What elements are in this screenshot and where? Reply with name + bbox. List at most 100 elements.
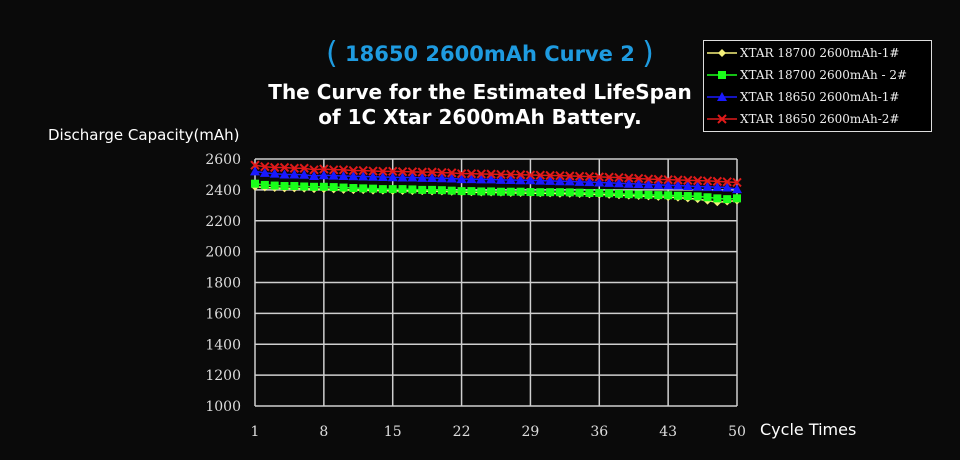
- data-point: [319, 182, 328, 191]
- data-point: [555, 170, 565, 181]
- data-point: [407, 167, 418, 177]
- data-point: [477, 187, 486, 196]
- data-point: [259, 167, 270, 177]
- data-point: [338, 165, 349, 175]
- legend-label: XTAR 18650 2600mAh-2#: [740, 111, 900, 126]
- data-point: [536, 188, 545, 197]
- y-tick-label: 2000: [205, 245, 241, 261]
- data-point: [545, 170, 555, 181]
- data-point: [506, 169, 516, 180]
- title-line-2: of 1C Xtar 2600mAh Battery.: [318, 105, 642, 129]
- y-tick-label: 2200: [205, 214, 241, 230]
- title-line-1: The Curve for the Estimated LifeSpan: [268, 80, 692, 104]
- legend-item: XTAR 18700 2600mAh - 2#: [704, 64, 931, 85]
- series-line: [254, 164, 738, 184]
- data-point: [653, 174, 664, 185]
- data-point: [653, 179, 664, 189]
- data-point: [378, 185, 387, 194]
- data-point: [348, 165, 359, 176]
- data-point: [476, 174, 487, 184]
- legend-item: XTAR 18650 2600mAh-1#: [704, 86, 931, 107]
- x-tick-label: 15: [384, 424, 402, 440]
- data-point: [349, 184, 358, 193]
- series-2: [251, 179, 741, 204]
- data-point: [397, 172, 408, 182]
- data-point: [447, 168, 457, 178]
- data-point: [348, 171, 359, 181]
- data-point: [388, 166, 398, 177]
- data-point: [486, 174, 497, 184]
- data-point: [329, 183, 338, 192]
- x-tick-label: 43: [659, 424, 677, 440]
- legend-marker: [717, 91, 727, 101]
- data-point: [733, 194, 741, 203]
- chart-title: The Curve for the Estimated LifeSpan of …: [240, 80, 720, 130]
- data-point: [407, 172, 418, 182]
- data-point: [535, 175, 546, 185]
- data-point: [683, 175, 693, 186]
- data-point: [703, 193, 712, 202]
- data-point: [702, 181, 713, 191]
- data-point: [428, 185, 437, 194]
- data-point: [387, 172, 398, 182]
- data-point: [585, 188, 594, 197]
- data-point: [486, 169, 496, 179]
- data-point: [289, 163, 300, 173]
- data-point: [250, 166, 260, 176]
- legend-label: XTAR 18650 2600mAh-1#: [740, 89, 900, 104]
- data-point: [732, 177, 742, 188]
- data-point: [672, 180, 683, 190]
- series-4: [250, 160, 742, 188]
- data-point: [692, 175, 703, 186]
- data-point: [417, 167, 427, 177]
- data-point: [663, 180, 674, 190]
- data-point: [673, 175, 683, 185]
- data-point: [466, 174, 477, 184]
- data-point: [378, 166, 388, 177]
- subtitle-text: 18650 2600mAh Curve 2: [345, 42, 635, 66]
- data-point: [516, 187, 525, 196]
- data-point: [260, 162, 270, 172]
- legend-label: XTAR 18700 2600mAh - 2#: [740, 67, 908, 82]
- legend-item: XTAR 18650 2600mAh-2#: [704, 108, 931, 129]
- data-point: [663, 174, 673, 185]
- data-point: [358, 171, 369, 181]
- data-point: [299, 169, 310, 179]
- data-point: [496, 169, 506, 180]
- data-point: [643, 179, 654, 189]
- data-point: [722, 177, 732, 187]
- data-point: [251, 179, 259, 188]
- y-tick-label: 1000: [205, 399, 241, 415]
- data-point: [289, 169, 300, 179]
- data-point: [506, 187, 515, 196]
- data-point: [515, 175, 526, 185]
- data-point: [525, 175, 536, 185]
- data-point: [496, 187, 505, 196]
- data-point: [634, 190, 643, 199]
- data-point: [467, 187, 476, 196]
- data-point: [408, 185, 417, 194]
- data-point: [624, 190, 633, 199]
- data-point: [595, 188, 604, 197]
- legend-marker: [717, 113, 727, 124]
- data-point: [388, 185, 397, 194]
- data-point: [418, 185, 427, 194]
- legend-label: XTAR 18700 2600mAh-1#: [740, 45, 900, 60]
- data-point: [447, 186, 456, 195]
- legend-marker-icon: [707, 70, 737, 79]
- data-point: [487, 187, 496, 196]
- data-point: [613, 178, 624, 188]
- y-tick-label: 1400: [205, 337, 241, 353]
- data-point: [584, 177, 595, 187]
- data-point: [644, 190, 653, 199]
- x-tick-label: 8: [319, 424, 328, 440]
- legend: XTAR 18700 2600mAh-1# XTAR 18700 2600mAh …: [703, 40, 932, 132]
- data-point: [427, 172, 438, 182]
- data-point: [299, 163, 309, 173]
- data-point: [398, 185, 407, 194]
- data-point: [692, 181, 703, 191]
- data-point: [732, 184, 742, 194]
- data-point: [535, 170, 545, 180]
- data-point: [279, 169, 290, 179]
